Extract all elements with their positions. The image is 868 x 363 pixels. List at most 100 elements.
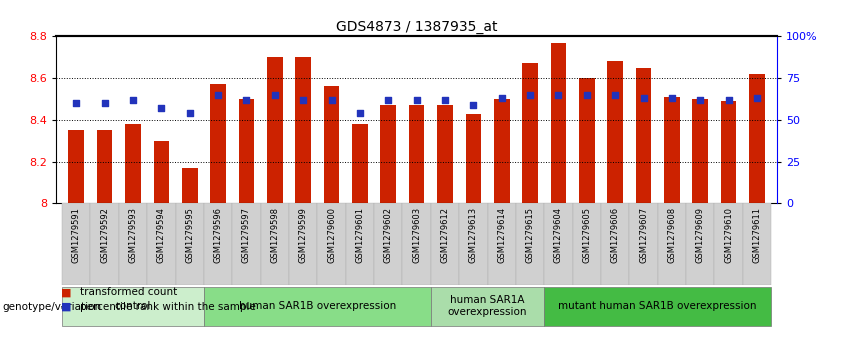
Bar: [204, 287, 431, 326]
Bar: [664, 97, 680, 203]
Bar: [431, 287, 544, 326]
Point: [353, 110, 367, 116]
Bar: [431, 203, 459, 285]
Point: [523, 92, 537, 98]
Text: GSM1279604: GSM1279604: [554, 207, 563, 264]
Point: [69, 100, 83, 106]
Bar: [523, 64, 538, 203]
Point: [410, 97, 424, 103]
Bar: [345, 203, 374, 285]
Title: GDS4873 / 1387935_at: GDS4873 / 1387935_at: [336, 20, 497, 34]
Bar: [260, 203, 289, 285]
Bar: [437, 105, 453, 203]
Point: [580, 92, 594, 98]
Point: [636, 95, 650, 101]
Point: [296, 97, 310, 103]
Bar: [544, 203, 573, 285]
Point: [240, 97, 253, 103]
Point: [98, 100, 112, 106]
Text: human SAR1B overexpression: human SAR1B overexpression: [239, 301, 396, 311]
Point: [694, 97, 707, 103]
Bar: [601, 203, 629, 285]
Text: GSM1279613: GSM1279613: [469, 207, 478, 264]
Text: GSM1279601: GSM1279601: [355, 207, 365, 264]
Text: GSM1279611: GSM1279611: [753, 207, 761, 264]
Text: GSM1279603: GSM1279603: [412, 207, 421, 264]
Bar: [204, 203, 233, 285]
Point: [268, 92, 282, 98]
Bar: [658, 203, 686, 285]
Bar: [62, 203, 90, 285]
Point: [721, 97, 735, 103]
Bar: [62, 287, 204, 326]
Bar: [295, 57, 311, 203]
Bar: [693, 99, 708, 203]
Bar: [573, 203, 601, 285]
Bar: [403, 203, 431, 285]
Bar: [374, 203, 403, 285]
Text: percentile rank within the sample: percentile rank within the sample: [80, 302, 256, 312]
Text: GSM1279607: GSM1279607: [639, 207, 648, 264]
Bar: [465, 114, 481, 203]
Bar: [380, 105, 396, 203]
Point: [381, 97, 395, 103]
Text: GSM1279608: GSM1279608: [667, 207, 676, 264]
Bar: [119, 203, 148, 285]
Text: genotype/variation: genotype/variation: [3, 302, 102, 312]
Bar: [267, 57, 283, 203]
Point: [183, 110, 197, 116]
Text: GSM1279606: GSM1279606: [611, 207, 620, 264]
Text: GSM1279592: GSM1279592: [100, 207, 109, 263]
Text: ■: ■: [61, 302, 71, 312]
Point: [211, 92, 225, 98]
Text: human SAR1A
overexpression: human SAR1A overexpression: [448, 295, 527, 317]
Text: ■: ■: [61, 287, 71, 297]
Point: [495, 95, 509, 101]
Bar: [182, 168, 198, 203]
Text: GSM1279610: GSM1279610: [724, 207, 733, 264]
Point: [126, 97, 140, 103]
Bar: [629, 203, 658, 285]
Bar: [714, 203, 743, 285]
Text: GSM1279612: GSM1279612: [440, 207, 450, 264]
Bar: [125, 124, 141, 203]
Bar: [459, 203, 488, 285]
Point: [466, 102, 480, 108]
Bar: [324, 86, 339, 203]
Bar: [550, 42, 566, 203]
Bar: [743, 203, 771, 285]
Text: GSM1279600: GSM1279600: [327, 207, 336, 264]
Bar: [686, 203, 714, 285]
Bar: [488, 203, 516, 285]
Bar: [579, 78, 595, 203]
Bar: [409, 105, 424, 203]
Text: GSM1279595: GSM1279595: [185, 207, 194, 263]
Bar: [720, 101, 736, 203]
Bar: [749, 74, 765, 203]
Bar: [635, 68, 651, 203]
Bar: [154, 140, 169, 203]
Text: GSM1279614: GSM1279614: [497, 207, 506, 264]
Text: transformed count: transformed count: [80, 287, 177, 297]
Text: GSM1279605: GSM1279605: [582, 207, 591, 264]
Text: control: control: [115, 301, 151, 311]
Bar: [516, 203, 544, 285]
Point: [665, 95, 679, 101]
Bar: [210, 84, 226, 203]
Text: GSM1279602: GSM1279602: [384, 207, 393, 264]
Bar: [289, 203, 318, 285]
Text: GSM1279615: GSM1279615: [526, 207, 535, 264]
Bar: [239, 99, 254, 203]
Bar: [544, 287, 771, 326]
Bar: [352, 124, 368, 203]
Point: [438, 97, 452, 103]
Point: [325, 97, 339, 103]
Bar: [90, 203, 119, 285]
Text: GSM1279598: GSM1279598: [270, 207, 279, 264]
Text: GSM1279591: GSM1279591: [72, 207, 81, 263]
Point: [155, 105, 168, 111]
Point: [551, 92, 565, 98]
Point: [750, 95, 764, 101]
Text: GSM1279593: GSM1279593: [128, 207, 137, 264]
Bar: [608, 61, 623, 203]
